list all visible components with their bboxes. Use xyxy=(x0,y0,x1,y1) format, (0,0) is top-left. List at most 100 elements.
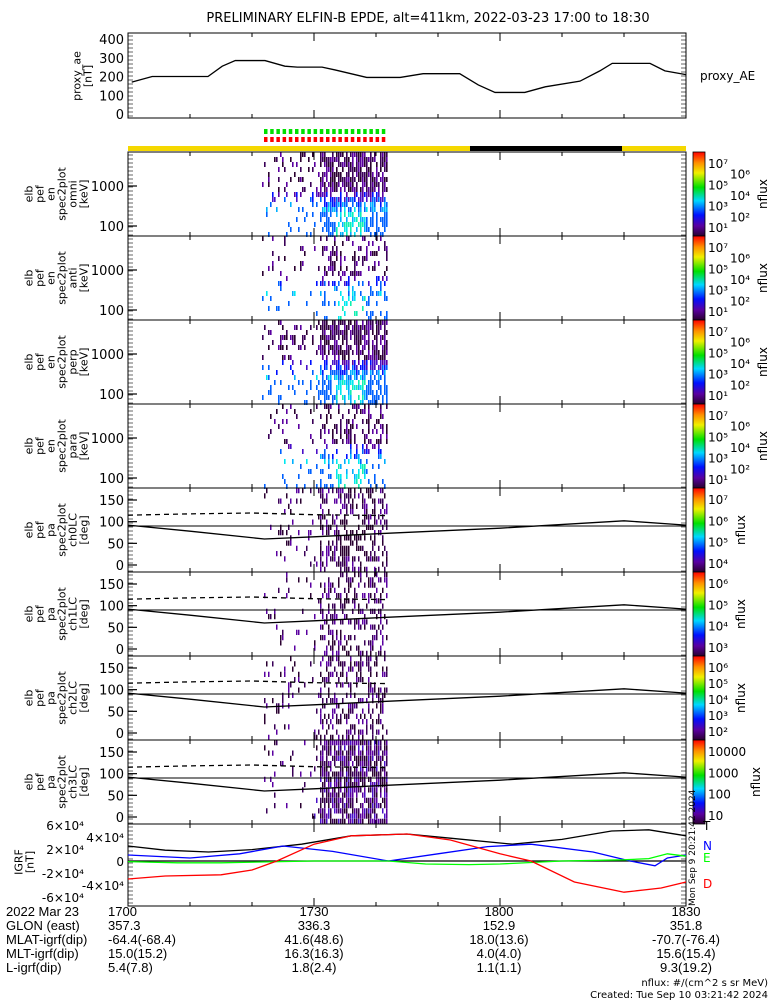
spectrogram-cell xyxy=(346,740,348,746)
spectrogram-cell xyxy=(326,404,328,409)
spectrogram-cell xyxy=(374,635,376,641)
spectrogram-cell xyxy=(300,266,302,271)
spectrogram-cell xyxy=(386,561,388,567)
spectrogram-cell xyxy=(332,771,334,777)
spectrogram-cell xyxy=(322,514,324,520)
spectrogram-cell xyxy=(330,365,332,370)
spectrogram-cell xyxy=(358,624,360,630)
spectrogram-cell xyxy=(324,734,326,740)
spectrogram-cell xyxy=(386,818,388,824)
red-flag-mark xyxy=(282,137,287,142)
spectrogram-cell xyxy=(336,246,338,251)
spectrogram-cell xyxy=(342,734,344,740)
spectrogram-cell xyxy=(386,619,388,625)
spectrogram-cell xyxy=(322,172,324,177)
spectrogram-cell xyxy=(328,813,330,819)
axis-label-line: [keV] xyxy=(78,348,91,377)
spectrogram-cell xyxy=(366,251,368,256)
spectrogram-cell xyxy=(330,167,332,172)
axis-label-line: ch1LC xyxy=(67,597,80,631)
spectrogram-cell xyxy=(334,187,336,192)
spectrogram-cell xyxy=(366,724,368,730)
spectrogram-cell xyxy=(380,792,382,798)
spectrogram-cell xyxy=(346,556,348,562)
spectrogram-cell xyxy=(370,745,372,751)
spectrogram-cell xyxy=(362,782,364,788)
spectrogram-cell xyxy=(344,370,346,375)
spectrogram-cell xyxy=(338,222,340,227)
spectrogram-cell xyxy=(322,813,324,819)
spectrogram-cell xyxy=(348,429,350,434)
spectrogram-cell xyxy=(374,750,376,756)
green-flag-mark xyxy=(282,129,287,134)
spectrogram-cell xyxy=(276,740,278,746)
spectrogram-cell xyxy=(364,296,366,301)
spectrogram-cell xyxy=(356,671,358,677)
spectrogram-cell xyxy=(370,182,372,187)
spectrogram-cell xyxy=(330,766,332,772)
colorbar-tick-label: 10⁵ xyxy=(708,178,728,192)
spectrogram-cell xyxy=(370,157,372,162)
spectrogram-cell xyxy=(334,530,336,536)
spectrogram-cell xyxy=(340,535,342,541)
spectrogram-cell xyxy=(346,301,348,306)
spectrogram-cell xyxy=(362,803,364,809)
spectrogram-cell xyxy=(332,429,334,434)
spectrogram-cell xyxy=(284,439,286,444)
spectrogram-cell xyxy=(348,619,350,625)
spectrogram-cell xyxy=(332,740,334,746)
spectrogram-cell xyxy=(298,530,300,536)
spectrogram-cell xyxy=(324,713,326,719)
spectrogram-cell xyxy=(342,355,344,360)
spectrogram-cell xyxy=(340,519,342,525)
spectrogram-cell xyxy=(334,803,336,809)
spectrogram-cell xyxy=(314,556,316,562)
spectrogram-cell xyxy=(282,404,284,409)
spectrogram-cell xyxy=(386,162,388,167)
spectrogram-cell xyxy=(334,498,336,504)
spectrogram-cell xyxy=(350,182,352,187)
spectrogram-cell xyxy=(382,217,384,222)
spectrogram-cell xyxy=(354,624,356,630)
spectrogram-cell xyxy=(332,152,334,157)
spectrogram-cell xyxy=(350,434,352,439)
spectrogram-cell xyxy=(370,493,372,499)
spectrogram-cell xyxy=(286,330,288,335)
spectrogram-cell xyxy=(322,385,324,390)
colorbar-label-text: nflux xyxy=(734,683,748,713)
spectrogram-cell xyxy=(352,577,354,583)
spectrogram-cell xyxy=(320,350,322,355)
spectrogram-cell xyxy=(322,593,324,599)
spectrogram-cell xyxy=(348,296,350,301)
spectrogram-cell xyxy=(374,813,376,819)
spectrogram-cell xyxy=(302,488,304,494)
spectrogram-cell xyxy=(360,671,362,677)
spectrogram-cell xyxy=(362,375,364,380)
spectrogram-cell xyxy=(356,385,358,390)
spectrogram-cell xyxy=(368,172,370,177)
spectrogram-cell xyxy=(372,291,374,296)
spectrogram-cell xyxy=(366,395,368,400)
spectrogram-cell xyxy=(368,556,370,562)
axis-label-line: en xyxy=(45,355,58,369)
spectrogram-cell xyxy=(336,650,338,656)
spectrogram-cell xyxy=(344,503,346,509)
spectrogram-cell xyxy=(328,750,330,756)
spectrogram-cell xyxy=(346,808,348,814)
spectrogram-cell xyxy=(370,514,372,520)
spectrogram-cell xyxy=(364,217,366,222)
spectrogram-cell xyxy=(362,771,364,777)
spectrogram-cell xyxy=(384,771,386,777)
spectrogram-cell xyxy=(338,645,340,651)
spectrogram-cell xyxy=(328,593,330,599)
spectrogram-cell xyxy=(356,370,358,375)
spectrogram-cell xyxy=(386,582,388,588)
spectrogram-cell xyxy=(328,692,330,698)
spectrogram-cell xyxy=(358,545,360,551)
footer-value-mlat: 41.6(48.6) xyxy=(284,932,343,947)
spectrogram-cell xyxy=(324,514,326,520)
spectrogram-cell xyxy=(386,803,388,809)
spectrogram-cell xyxy=(306,301,308,306)
spectrogram-cell xyxy=(386,782,388,788)
